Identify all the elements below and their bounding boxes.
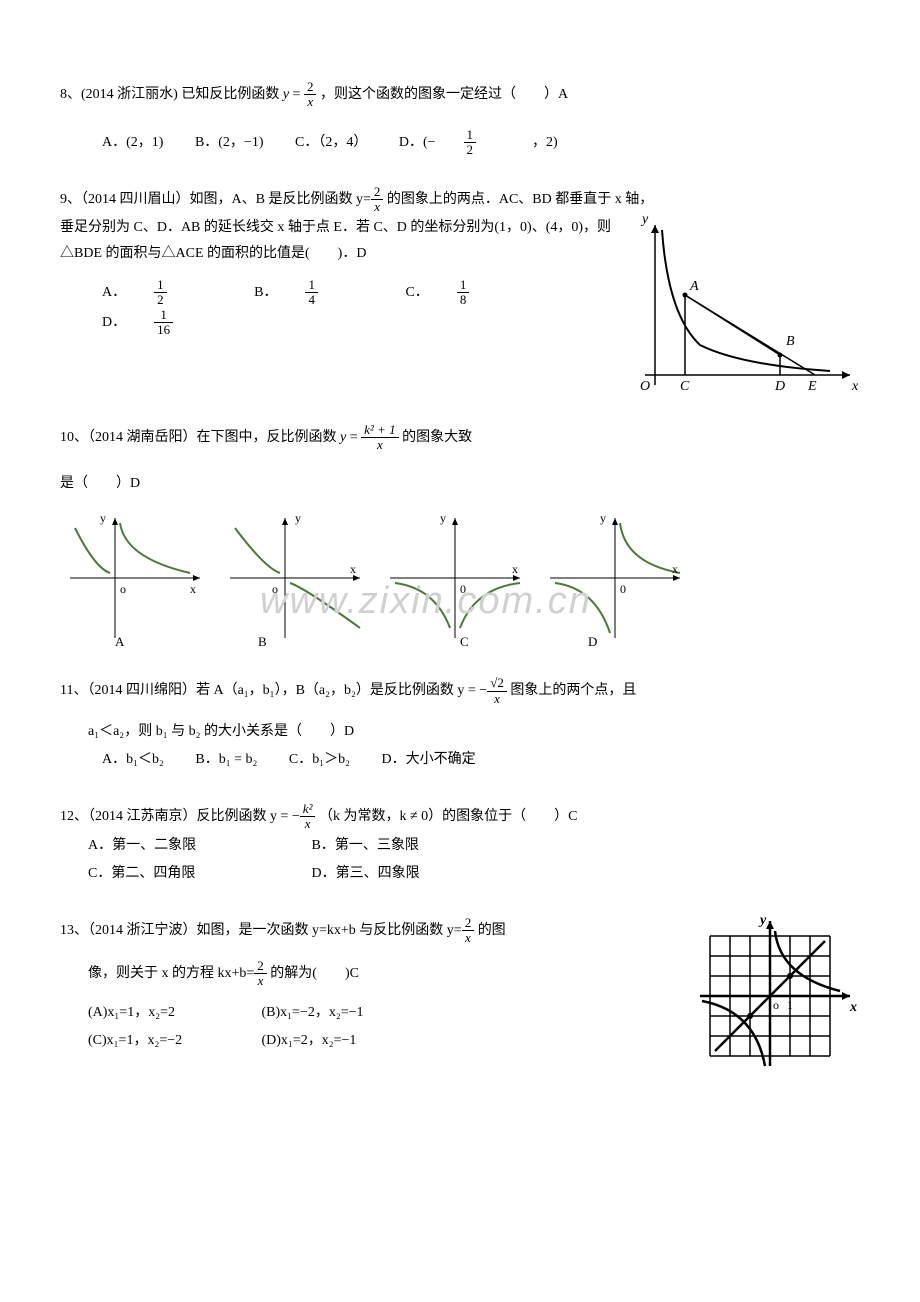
svg-text:O: O: [640, 379, 650, 394]
q9-stem-2: 垂足分别为 C、D．AB 的延长线交 x 轴于点 E．若 C、D 的坐标分别为(…: [60, 215, 630, 268]
q13-opt-c: (C)x₁=1，x₂=−2: [88, 1027, 258, 1055]
q11-stem-2: a₁＜a₂，则 b₁ 与 b₂ 的大小关系是（ ）D: [60, 718, 860, 746]
svg-text:o: o: [120, 582, 126, 596]
q13-opt-b: (B)x₁=−2，x₂=−1: [262, 1005, 364, 1020]
q11-stem-1: 11、（2014 四川绵阳）若 A（a₁，b₁），B（a₂，b₂）是反比例函数 …: [60, 676, 860, 706]
svg-text:y: y: [440, 511, 446, 525]
svg-text:C: C: [460, 634, 469, 648]
q8-opt-a: A．(2，1): [102, 129, 163, 157]
q9-options: A．12 B．14 C．18 D．116: [60, 278, 630, 337]
svg-text:y: y: [758, 916, 767, 928]
q11-options: A．b₁＜b₂ B．b₁ = b₂ C．b₁＞b₂ D．大小不确定: [60, 746, 860, 774]
svg-text:B: B: [258, 634, 267, 648]
q9-opt-c: C．18: [405, 278, 525, 308]
q12-options: A．第一、二象限 B．第一、三象限 C．第二、四角限 D．第三、四象限: [60, 832, 860, 888]
q9-opt-a: A．12: [102, 278, 223, 308]
svg-text:0: 0: [460, 582, 466, 596]
problem-8: 8、(2014 浙江丽水) 已知反比例函数 y = 2x ，则这个函数的图象一定…: [60, 80, 860, 157]
q9-opt-d: D．116: [102, 308, 229, 338]
problem-13: 13、（2014 浙江宁波）如图，是一次函数 y=kx+b 与反比例函数 y=2…: [60, 916, 860, 1076]
svg-text:D: D: [588, 634, 597, 648]
svg-text:x: x: [190, 582, 196, 596]
q8-opt-b: B．(2，−1): [195, 129, 264, 157]
q11-opt-a: A．b₁＜b₂: [102, 746, 164, 774]
q10-chart-a: y x o A: [60, 508, 210, 648]
svg-text:x: x: [350, 562, 356, 576]
svg-text:x: x: [849, 1000, 857, 1015]
q13-figure: y x o 1: [690, 916, 860, 1076]
q12-opt-b: B．第一、三象限: [312, 838, 419, 853]
svg-text:x: x: [672, 562, 678, 576]
svg-text:0: 0: [620, 582, 626, 596]
q13-options: (A)x₁=1，x₂=2 (B)x₁=−2，x₂=−1 (C)x₁=1，x₂=−…: [60, 999, 690, 1055]
q12-stem: 12、（2014 江苏南京）反比例函数 y = −k²x （k 为常数，k ≠ …: [60, 802, 860, 832]
q10-stem-2: 是（ ）D: [60, 470, 860, 498]
svg-text:o: o: [773, 998, 779, 1012]
q10-charts: www.zixin.com.cn y x o A y x o B: [60, 508, 860, 648]
svg-text:1: 1: [787, 998, 793, 1012]
problem-10: 10、（2014 湖南岳阳）在下图中，反比例函数 y = k² + 1x 的图象…: [60, 423, 860, 649]
q9-stem-1: 9、（2014 四川眉山）如图，A、B 是反比例函数 y=2x 的图象上的两点．…: [60, 185, 860, 215]
q9-opt-b: B．14: [254, 278, 374, 308]
svg-text:y: y: [640, 215, 649, 227]
svg-text:B: B: [786, 334, 795, 349]
q8-text-a: 8、(2014 浙江丽水) 已知反比例函数: [60, 87, 283, 102]
q9-figure: y x O A B C D E: [630, 215, 860, 395]
q13-opt-a: (A)x₁=1，x₂=2: [88, 999, 258, 1027]
q11-opt-b: B．b₁ = b₂: [195, 746, 257, 774]
q10-chart-d: y x 0 D: [540, 508, 690, 648]
q12-opt-d: D．第三、四象限: [312, 866, 420, 881]
q10-chart-b: y x o B: [220, 508, 370, 648]
q8-stem: 8、(2014 浙江丽水) 已知反比例函数 y = 2x ，则这个函数的图象一定…: [60, 80, 860, 110]
q11-opt-c: C．b₁＞b₂: [289, 746, 350, 774]
svg-text:D: D: [774, 379, 785, 394]
q12-opt-c: C．第二、四角限: [88, 860, 308, 888]
q13-opt-d: (D)x₁=2，x₂=−1: [262, 1033, 357, 1048]
q8-options: A．(2，1) B．(2，−1) C．（2，4） D．(−12，2): [60, 128, 860, 158]
q10-chart-c: y x 0 C: [380, 508, 530, 648]
svg-text:E: E: [807, 379, 817, 394]
svg-text:x: x: [851, 379, 859, 394]
q8-text-b: ，则这个函数的图象一定经过（ ）A: [320, 87, 568, 102]
q10-stem-1: 10、（2014 湖南岳阳）在下图中，反比例函数 y = k² + 1x 的图象…: [60, 423, 860, 453]
q13-stem-2: 像，则关于 x 的方程 kx+b=2x 的解为( )C: [60, 959, 690, 989]
problem-11: 11、（2014 四川绵阳）若 A（a₁，b₁），B（a₂，b₂）是反比例函数 …: [60, 676, 860, 774]
svg-text:A: A: [689, 279, 699, 294]
svg-text:y: y: [600, 511, 606, 525]
q13-stem-1: 13、（2014 浙江宁波）如图，是一次函数 y=kx+b 与反比例函数 y=2…: [60, 916, 690, 946]
q11-opt-d: D．大小不确定: [381, 746, 475, 774]
svg-text:C: C: [680, 379, 690, 394]
problem-9: 9、（2014 四川眉山）如图，A、B 是反比例函数 y=2x 的图象上的两点．…: [60, 185, 860, 395]
svg-text:x: x: [512, 562, 518, 576]
svg-text:A: A: [115, 634, 125, 648]
q8-opt-c: C．（2，4）: [295, 129, 367, 157]
problem-12: 12、（2014 江苏南京）反比例函数 y = −k²x （k 为常数，k ≠ …: [60, 802, 860, 888]
svg-text:y: y: [100, 511, 106, 525]
q12-opt-a: A．第一、二象限: [88, 832, 308, 860]
q8-opt-d: D．(−12，2): [399, 128, 586, 158]
svg-text:y: y: [295, 511, 301, 525]
svg-text:o: o: [272, 582, 278, 596]
